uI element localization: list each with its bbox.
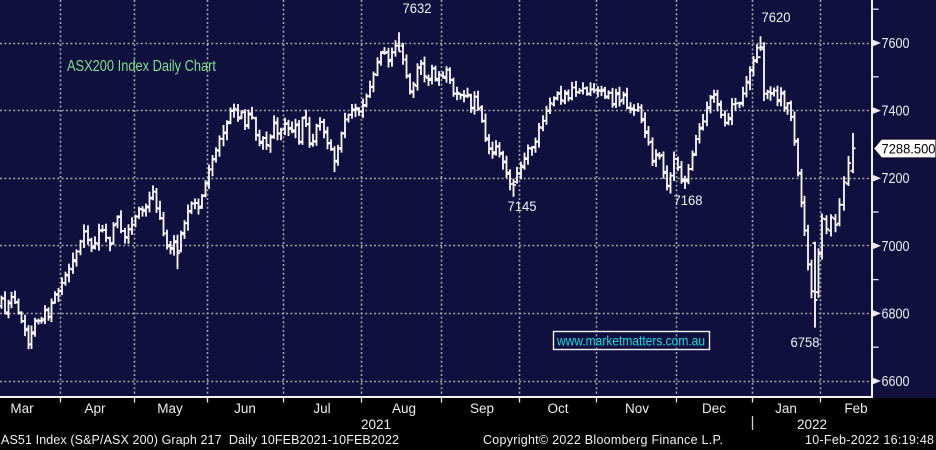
svg-text:7632: 7632: [403, 0, 432, 16]
svg-text:7620: 7620: [762, 9, 791, 25]
svg-text:10-Feb-2022 16:19:48: 10-Feb-2022 16:19:48: [805, 433, 934, 447]
svg-text:Nov: Nov: [625, 401, 649, 416]
svg-text:7400: 7400: [882, 104, 910, 120]
svg-text:www.marketmatters.com.au: www.marketmatters.com.au: [556, 333, 705, 349]
svg-text:Jun: Jun: [234, 401, 256, 416]
svg-text:Dec: Dec: [702, 401, 726, 416]
svg-text:7600: 7600: [882, 36, 910, 52]
svg-text:6800: 6800: [882, 306, 910, 322]
svg-text:Apr: Apr: [84, 401, 106, 416]
svg-text:7000: 7000: [882, 239, 910, 255]
svg-text:7288.500: 7288.500: [882, 141, 936, 157]
svg-text:Jan: Jan: [775, 401, 797, 416]
svg-text:6758: 6758: [791, 334, 820, 350]
svg-text:7145: 7145: [508, 198, 537, 214]
svg-text:Aug: Aug: [392, 401, 416, 416]
svg-text:Oct: Oct: [547, 401, 568, 416]
svg-text:6600: 6600: [882, 374, 910, 390]
svg-text:ASX200 Index Daily Chart: ASX200 Index Daily Chart: [67, 58, 216, 75]
svg-text:2021: 2021: [361, 417, 391, 432]
svg-text:Mar: Mar: [10, 401, 34, 416]
svg-text:Jul: Jul: [313, 401, 330, 416]
svg-text:7200: 7200: [882, 171, 910, 187]
svg-text:AS51 Index (S&P/ASX 200) Graph: AS51 Index (S&P/ASX 200) Graph 217 Daily…: [1, 433, 399, 447]
svg-text:2022: 2022: [797, 417, 827, 432]
svg-text:Feb: Feb: [844, 401, 867, 416]
svg-text:Copyright© 2022 Bloomberg Fina: Copyright© 2022 Bloomberg Finance L.P.: [483, 433, 723, 447]
svg-text:7168: 7168: [674, 192, 703, 208]
svg-text:Sep: Sep: [470, 401, 494, 416]
svg-text:May: May: [157, 401, 183, 416]
